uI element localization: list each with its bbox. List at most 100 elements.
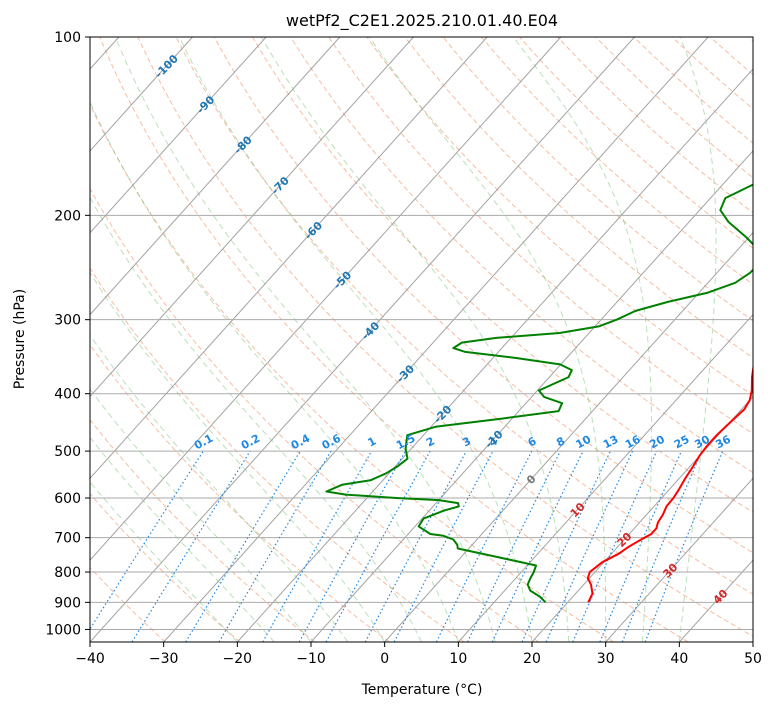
- x-tick-label: 20: [523, 651, 541, 667]
- dewpoint-profile-line: [325, 183, 753, 604]
- dry-adiabat: [90, 103, 614, 642]
- isotherm: [163, 37, 709, 642]
- moist-adiabat: [178, 37, 533, 642]
- moist-adiabat: [369, 37, 607, 642]
- y-tick-label: 100: [54, 30, 81, 46]
- mixing-ratio-line: [298, 450, 406, 642]
- isotherm: [531, 395, 753, 642]
- mixing-ratio-label: 0.4: [289, 432, 313, 453]
- isotherm: [310, 150, 753, 642]
- dry-adiabat: [290, 37, 753, 474]
- dry-adiabat: [633, 37, 753, 144]
- isotherm: [90, 37, 488, 480]
- y-tick-label: 900: [54, 595, 81, 611]
- mixing-ratio-label: 0.2: [239, 432, 262, 453]
- mixing-ratio-label: 2: [424, 434, 437, 449]
- y-axis-label: Pressure (hPa): [12, 289, 28, 389]
- x-tick-label: 0: [380, 651, 389, 667]
- plot-frame: [89, 36, 754, 643]
- mixing-ratio-label: 1.5: [394, 432, 417, 453]
- moist-adiabat: [90, 334, 349, 642]
- y-tick-label: 600: [54, 491, 81, 507]
- isotherm: [752, 641, 753, 642]
- moist-adiabat: [90, 100, 459, 642]
- mixing-ratio-line: [393, 450, 494, 642]
- mixing-ratio-line: [545, 450, 634, 642]
- x-tick-label: 10: [449, 651, 467, 667]
- isotherm: [605, 477, 753, 642]
- dry-adiabat: [90, 492, 241, 642]
- mixing-ratio-line: [325, 450, 431, 642]
- dry-adiabat: [557, 37, 753, 214]
- moist-adiabat: [90, 388, 312, 642]
- mixing-ratio-label: 6: [526, 434, 539, 449]
- dry-adiabat: [90, 187, 540, 642]
- moist-adiabat: [90, 481, 238, 642]
- x-tick-label: 30: [597, 651, 615, 667]
- isotherm: [384, 231, 753, 642]
- tick-layer: −40 −30 −20 −10 0 10 20 30 40 5010020030040050060…: [45, 30, 762, 667]
- dry-adiabat: [90, 344, 390, 642]
- dry-adiabat: [90, 418, 316, 642]
- isotherm: [90, 37, 562, 561]
- temperature-profile-line: [586, 362, 753, 603]
- y-tick-label: 800: [54, 565, 81, 581]
- x-tick-label: 40: [670, 651, 688, 667]
- mixing-ratio-label: 20: [647, 433, 667, 452]
- mixing-ratio-label: 1: [366, 434, 379, 449]
- dry-adiabat: [748, 37, 753, 42]
- isotherm: [90, 37, 267, 234]
- mixing-ratio-label: 0.6: [320, 432, 344, 453]
- moist-adiabat: [114, 37, 496, 642]
- dry-adiabat: [137, 37, 753, 637]
- mixing-ratio-line: [572, 450, 658, 642]
- dry-adiabat: [328, 37, 753, 435]
- isotherm: [90, 37, 341, 316]
- y-tick-label: 200: [54, 208, 81, 224]
- isotherm-label: -100: [152, 52, 181, 81]
- grid-layer: [90, 37, 753, 642]
- dry-adiabat: [366, 37, 753, 396]
- isotherm: [90, 37, 414, 398]
- mixing-ratio-label: 30: [692, 433, 712, 452]
- moist-adiabat: [90, 196, 422, 642]
- x-tick-label: −30: [149, 651, 179, 667]
- y-tick-label: 500: [54, 444, 81, 460]
- mixing-ratio-label: 0.1: [192, 432, 215, 453]
- x-axis-label: Temperature (°C): [361, 682, 483, 698]
- isotherm: [457, 313, 753, 642]
- mixing-ratio-line: [364, 450, 467, 642]
- dry-adiabat: [90, 267, 465, 642]
- y-tick-label: 300: [54, 313, 81, 329]
- dry-adiabat: [213, 37, 753, 554]
- moist-adiabat: [678, 37, 717, 642]
- y-tick-label: 1000: [45, 622, 81, 638]
- x-tick-label: −20: [223, 651, 253, 667]
- moist-adiabat: [512, 37, 653, 642]
- y-tick-label: 700: [54, 531, 81, 547]
- dry-adiabat: [175, 37, 753, 595]
- mixing-ratio-line: [644, 450, 724, 642]
- chart-title: wetPf2_C2E1.2025.210.01.40.E04: [286, 11, 558, 31]
- mixing-ratio-label: 25: [672, 433, 692, 452]
- mixing-ratio-line: [185, 450, 301, 642]
- mixing-ratio-line: [262, 450, 373, 642]
- mixing-ratio-line: [599, 450, 682, 642]
- dry-adiabat: [481, 37, 753, 285]
- mixing-ratio-line: [131, 450, 251, 642]
- isotherm: [90, 37, 635, 642]
- label-layer: 0.1 0.2 0.4 0.6 1 1.5 2 3 4 6 8 10 13 16 20 25 30 36-100-…: [152, 52, 733, 607]
- mixing-ratio-line: [90, 450, 204, 631]
- x-tick-label: −10: [296, 651, 326, 667]
- mixing-ratio-line: [621, 450, 703, 642]
- moist-adiabat: [90, 436, 275, 642]
- mixing-ratio-line: [435, 450, 533, 642]
- mixing-ratio-label: 10: [574, 433, 594, 452]
- x-tick-label: −40: [75, 651, 105, 667]
- dry-adiabat: [99, 37, 689, 642]
- dry-adiabat: [709, 37, 753, 76]
- isotherm: [90, 37, 193, 152]
- mixing-ratio-line: [466, 450, 561, 642]
- isotherm: [236, 68, 753, 642]
